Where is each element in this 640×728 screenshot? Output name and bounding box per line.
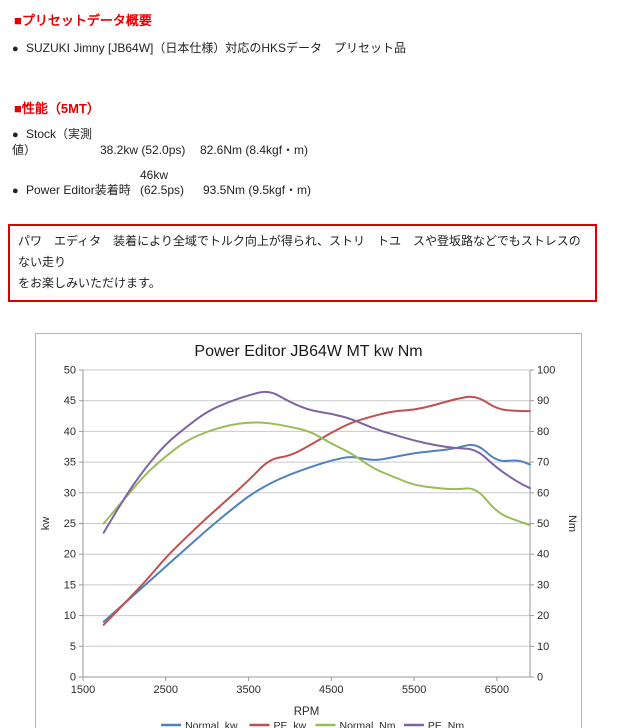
x-tick-label: 3500 (236, 684, 260, 696)
right-tick-label: 90 (537, 395, 549, 407)
left-tick-label: 25 (64, 518, 76, 530)
left-tick-label: 45 (64, 395, 76, 407)
x-tick-label: 2500 (154, 684, 178, 696)
notice-line-2: をお楽しみいただけます。 (18, 276, 161, 290)
bullet-icon: ● (12, 129, 19, 141)
left-tick-label: 20 (64, 549, 76, 561)
perf-pe-kw: 46kw (62.5ps) (140, 168, 185, 197)
power-chart: 0 5 10 15 20 25 30 35 40 45 50 0 10 20 30 40 50 60 70 80 90 1… (40, 343, 578, 728)
right-tick-label: 20 (537, 610, 549, 622)
perf-stock-nm: 82.6Nm (8.4kgf・m) (200, 143, 309, 157)
overview-item-text: SUZUKI Jimny [JB64W]（日本仕様）対応のHKSデータ プリセッ… (26, 41, 407, 55)
perf-pe-label: Power Editor装着時 (26, 183, 131, 197)
x-axis-title: RPM (294, 706, 320, 718)
left-tick-label: 50 (64, 365, 76, 377)
legend-label-Normal_Nm: Normal_Nm (340, 720, 396, 728)
left-tick-label: 30 (64, 487, 76, 499)
left-tick-label: 40 (64, 426, 76, 438)
series-PE_Nm (102, 390, 531, 534)
right-tick-label: 60 (537, 487, 549, 499)
overview-heading: ■プリセットデータ概要 (14, 13, 152, 28)
right-tick-label: 70 (537, 457, 549, 469)
x-tick-label: 5500 (402, 684, 426, 696)
right-tick-label: 50 (537, 518, 549, 530)
legend-label-PE_Nm: PE_Nm (428, 720, 464, 728)
legend-label-PE_kw: PE_kw (274, 720, 307, 728)
bullet-icon: ● (12, 185, 19, 197)
notice-line-1: パワ エディタ 装着により全域でトルク向上が得られ、ストリ トユ スや登坂路など… (18, 234, 581, 269)
perf-row-stock: ● Stock（実測値） 38.2kw (52.0ps) 82.6Nm (8.4kgf… (12, 127, 640, 158)
left-tick-label: 5 (70, 641, 76, 653)
right-tick-label: 40 (537, 549, 549, 561)
chart-frame: 0 5 10 15 20 25 30 35 40 45 50 0 10 20 30 40 50 60 70 80 90 1… (35, 333, 582, 728)
series-Normal_Nm (102, 421, 531, 526)
x-tick-label: 4500 (319, 684, 343, 696)
perf-pe-nm: 93.5Nm (9.5kgf・m) (203, 183, 312, 197)
perf-stock-label: Stock（実測値） (12, 127, 93, 157)
perf-row-pe: ● Power Editor装着時 46kw (62.5ps) 93.5Nm (9.5… (12, 168, 640, 199)
x-tick-label: 6500 (485, 684, 509, 696)
bullet-icon: ● (12, 43, 19, 55)
left-axis-title: kw (40, 517, 52, 531)
left-tick-label: 10 (64, 610, 76, 622)
x-tick-label: 1500 (71, 684, 95, 696)
chart-title: Power Editor JB64W MT kw Nm (194, 343, 422, 360)
left-tick-label: 35 (64, 457, 76, 469)
right-tick-label: 0 (537, 672, 543, 684)
performance-heading: ■性能（5MT） (14, 101, 100, 116)
series-PE_kw (102, 395, 531, 626)
right-tick-label: 10 (537, 641, 549, 653)
right-axis-title: Nm (566, 515, 578, 532)
legend-label-Normal_kw: Normal_kw (185, 720, 238, 728)
right-tick-label: 30 (537, 579, 549, 591)
left-tick-label: 0 (70, 672, 76, 684)
series-Normal_kw (102, 443, 531, 623)
notice-box: パワ エディタ 装着により全域でトルク向上が得られ、ストリ トユ スや登坂路など… (8, 224, 597, 302)
right-tick-label: 100 (537, 365, 555, 377)
left-tick-label: 15 (64, 579, 76, 591)
overview-item: ● SUZUKI Jimny [JB64W]（日本仕様）対応のHKSデータ プリセ… (12, 41, 640, 57)
right-tick-label: 80 (537, 426, 549, 438)
perf-stock-kw: 38.2kw (52.0ps) (100, 143, 186, 157)
